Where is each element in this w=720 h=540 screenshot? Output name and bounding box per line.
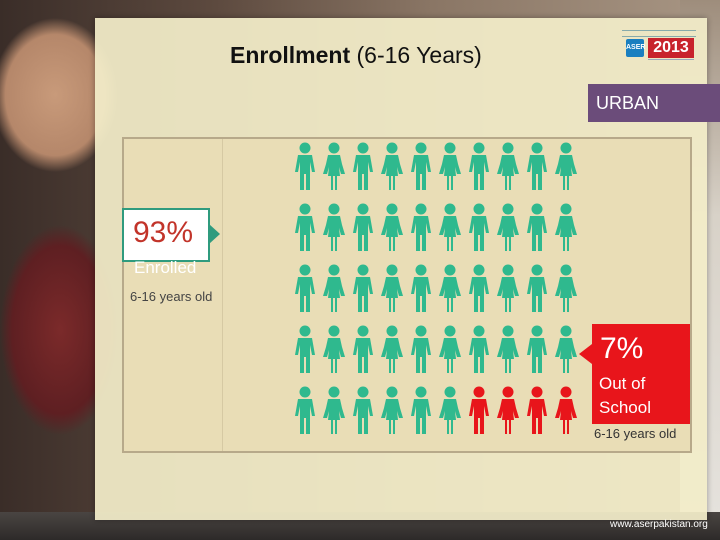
enrolled-child-icon — [323, 142, 345, 190]
out-of-school-child-icon — [469, 386, 489, 434]
enrolled-child-icon — [411, 325, 431, 373]
enrolled-child-icon — [439, 325, 461, 373]
enrolled-child-icon — [527, 325, 547, 373]
enrolled-child-icon — [497, 142, 519, 190]
enrolled-child-icon — [439, 142, 461, 190]
enrolled-child-icon — [411, 386, 431, 434]
title-bold: Enrollment — [230, 42, 351, 68]
enrolled-child-icon — [323, 386, 345, 434]
enrolled-child-icon — [353, 264, 373, 312]
enrolled-child-icon — [411, 203, 431, 251]
enrolled-child-icon — [411, 142, 431, 190]
out-of-school-child-icon — [527, 386, 547, 434]
enrolled-child-icon — [295, 386, 315, 434]
enrolled-age: 6-16 years old — [130, 289, 213, 304]
enrolled-child-icon — [381, 264, 403, 312]
enrolled-child-icon — [353, 203, 373, 251]
enrolled-child-icon — [323, 203, 345, 251]
enrolled-child-icon — [469, 264, 489, 312]
enrolled-child-icon — [497, 264, 519, 312]
out-of-school-child-icon — [497, 386, 519, 434]
enrolled-percent: 93% — [133, 216, 194, 249]
logo-sub-band — [648, 59, 694, 63]
enrolled-child-icon — [527, 203, 547, 251]
logo-year: 2013 — [648, 38, 694, 58]
enrolled-callout — [122, 208, 220, 262]
slide-title: Enrollment (6-16 Years) — [230, 42, 482, 69]
enrolled-child-icon — [411, 264, 431, 312]
enrolled-child-icon — [439, 386, 461, 434]
logo-top-band — [622, 30, 696, 37]
logo-mark: ASER — [626, 39, 645, 57]
enrolled-child-icon — [555, 142, 577, 190]
enrolled-child-icon — [469, 203, 489, 251]
enrolled-child-icon — [527, 264, 547, 312]
infographic-left-column — [124, 139, 223, 451]
enrolled-child-icon — [381, 325, 403, 373]
enrolled-child-icon — [381, 142, 403, 190]
enrolled-child-icon — [381, 386, 403, 434]
enrolled-child-icon — [469, 142, 489, 190]
enrolled-label: Enrolled — [134, 258, 197, 277]
title-rest: (6-16 Years) — [350, 42, 482, 68]
aser-logo: ASER 2013 — [622, 30, 696, 66]
footer-url: www.aserpakistan.org — [610, 519, 708, 530]
enrolled-child-icon — [353, 325, 373, 373]
out-of-school-label-line2: School — [599, 398, 651, 417]
enrolled-child-icon — [497, 203, 519, 251]
out-of-school-callout — [579, 324, 690, 424]
area-label: URBAN — [588, 84, 720, 122]
enrolled-child-icon — [381, 203, 403, 251]
out-of-school-age: 6-16 years old — [594, 426, 677, 441]
enrolled-child-icon — [295, 264, 315, 312]
enrolled-child-icon — [295, 203, 315, 251]
enrolled-child-icon — [295, 325, 315, 373]
enrolled-child-icon — [527, 142, 547, 190]
out-of-school-percent: 7% — [600, 332, 644, 365]
enrolled-child-icon — [353, 142, 373, 190]
enrolled-child-icon — [323, 325, 345, 373]
enrolled-child-icon — [555, 325, 577, 373]
out-of-school-child-icon — [555, 386, 577, 434]
enrolled-child-icon — [323, 264, 345, 312]
enrolled-child-icon — [439, 203, 461, 251]
enrolled-child-icon — [469, 325, 489, 373]
out-of-school-label-line1: Out of — [599, 374, 646, 393]
enrolled-child-icon — [353, 386, 373, 434]
enrolled-child-icon — [439, 264, 461, 312]
enrolled-child-icon — [555, 203, 577, 251]
enrolled-child-icon — [555, 264, 577, 312]
enrolled-child-icon — [497, 325, 519, 373]
enrolled-child-icon — [295, 142, 315, 190]
pictogram — [295, 142, 577, 434]
